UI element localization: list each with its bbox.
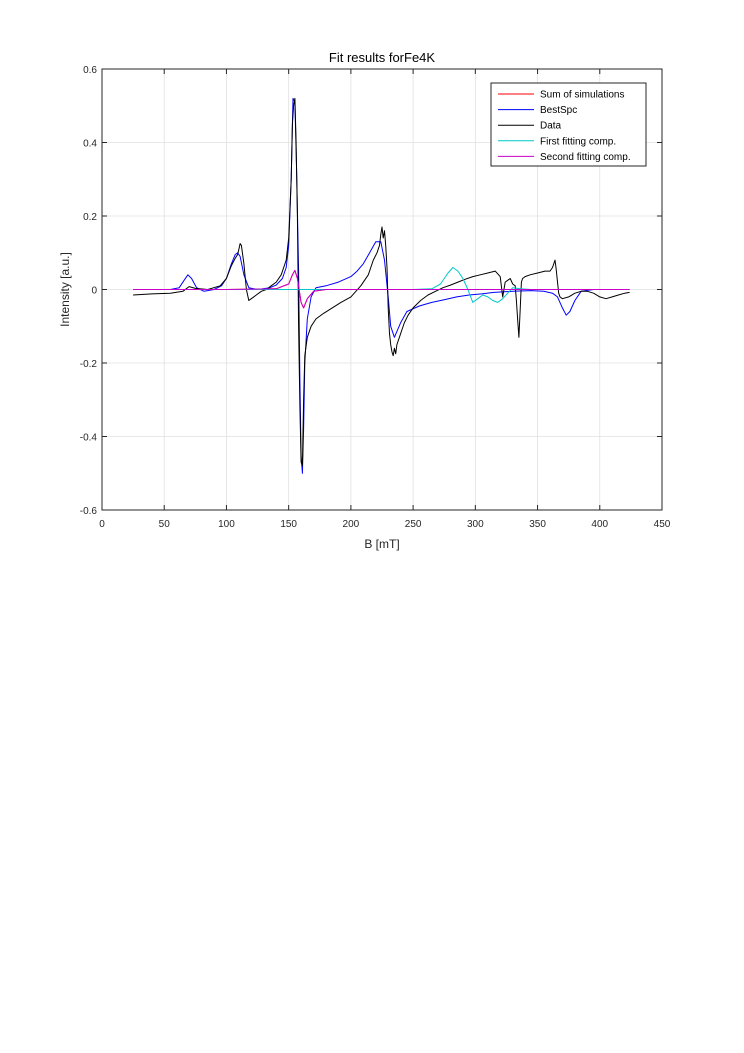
- x-tick-label: 450: [654, 519, 671, 530]
- legend-box: [490, 82, 647, 167]
- y-tick-label: -0.2: [80, 359, 98, 370]
- x-tick-label: 350: [529, 519, 546, 530]
- x-tick-label: 300: [467, 519, 484, 530]
- series-line-second-fitting-comp: [133, 269, 630, 309]
- y-tick-label: -0.4: [80, 433, 98, 444]
- legend-label-second-fitting-comp: Second fitting comp.: [540, 152, 631, 163]
- legend-label-sum-of-simulations: Sum of simulations: [540, 90, 624, 101]
- y-tick-label: 0.6: [83, 65, 97, 76]
- chart-title: Fit results forFe4K: [329, 50, 436, 65]
- y-tick-label: 0.2: [83, 212, 97, 223]
- series-line-bestspc: [133, 97, 630, 474]
- x-tick-label: 100: [218, 519, 235, 530]
- series-group: [133, 97, 630, 474]
- ticks: [101, 68, 663, 511]
- x-tick-label: 400: [591, 519, 608, 530]
- y-axis-label: Intensity [a.u.]: [58, 252, 72, 327]
- x-axis-label: B [mT]: [364, 537, 399, 551]
- series-line-data: [133, 97, 630, 467]
- series-line-first-fitting-comp: [133, 267, 630, 303]
- y-tick-labels: -0.6 -0.4 -0.2 0 0.2 0.4 0.6: [80, 65, 98, 517]
- x-tick-label: 50: [159, 519, 171, 530]
- legend-label-first-fitting-comp: First fitting comp.: [540, 136, 616, 147]
- legend-label-bestspc: BestSpc: [540, 105, 577, 116]
- legend-label-data: Data: [540, 121, 562, 132]
- x-tick-label: 250: [405, 519, 422, 530]
- x-tick-labels: 0 50 100 150 200 250 300 350 400 450: [99, 519, 671, 530]
- y-tick-label: -0.6: [80, 506, 98, 517]
- legend: Sum of simulations BestSpc Data First fitti…: [490, 82, 647, 167]
- x-tick-label: 150: [280, 519, 297, 530]
- y-tick-label: 0: [91, 286, 97, 297]
- x-tick-label: 200: [343, 519, 360, 530]
- x-tick-label: 0: [99, 519, 105, 530]
- y-tick-label: 0.4: [83, 139, 97, 150]
